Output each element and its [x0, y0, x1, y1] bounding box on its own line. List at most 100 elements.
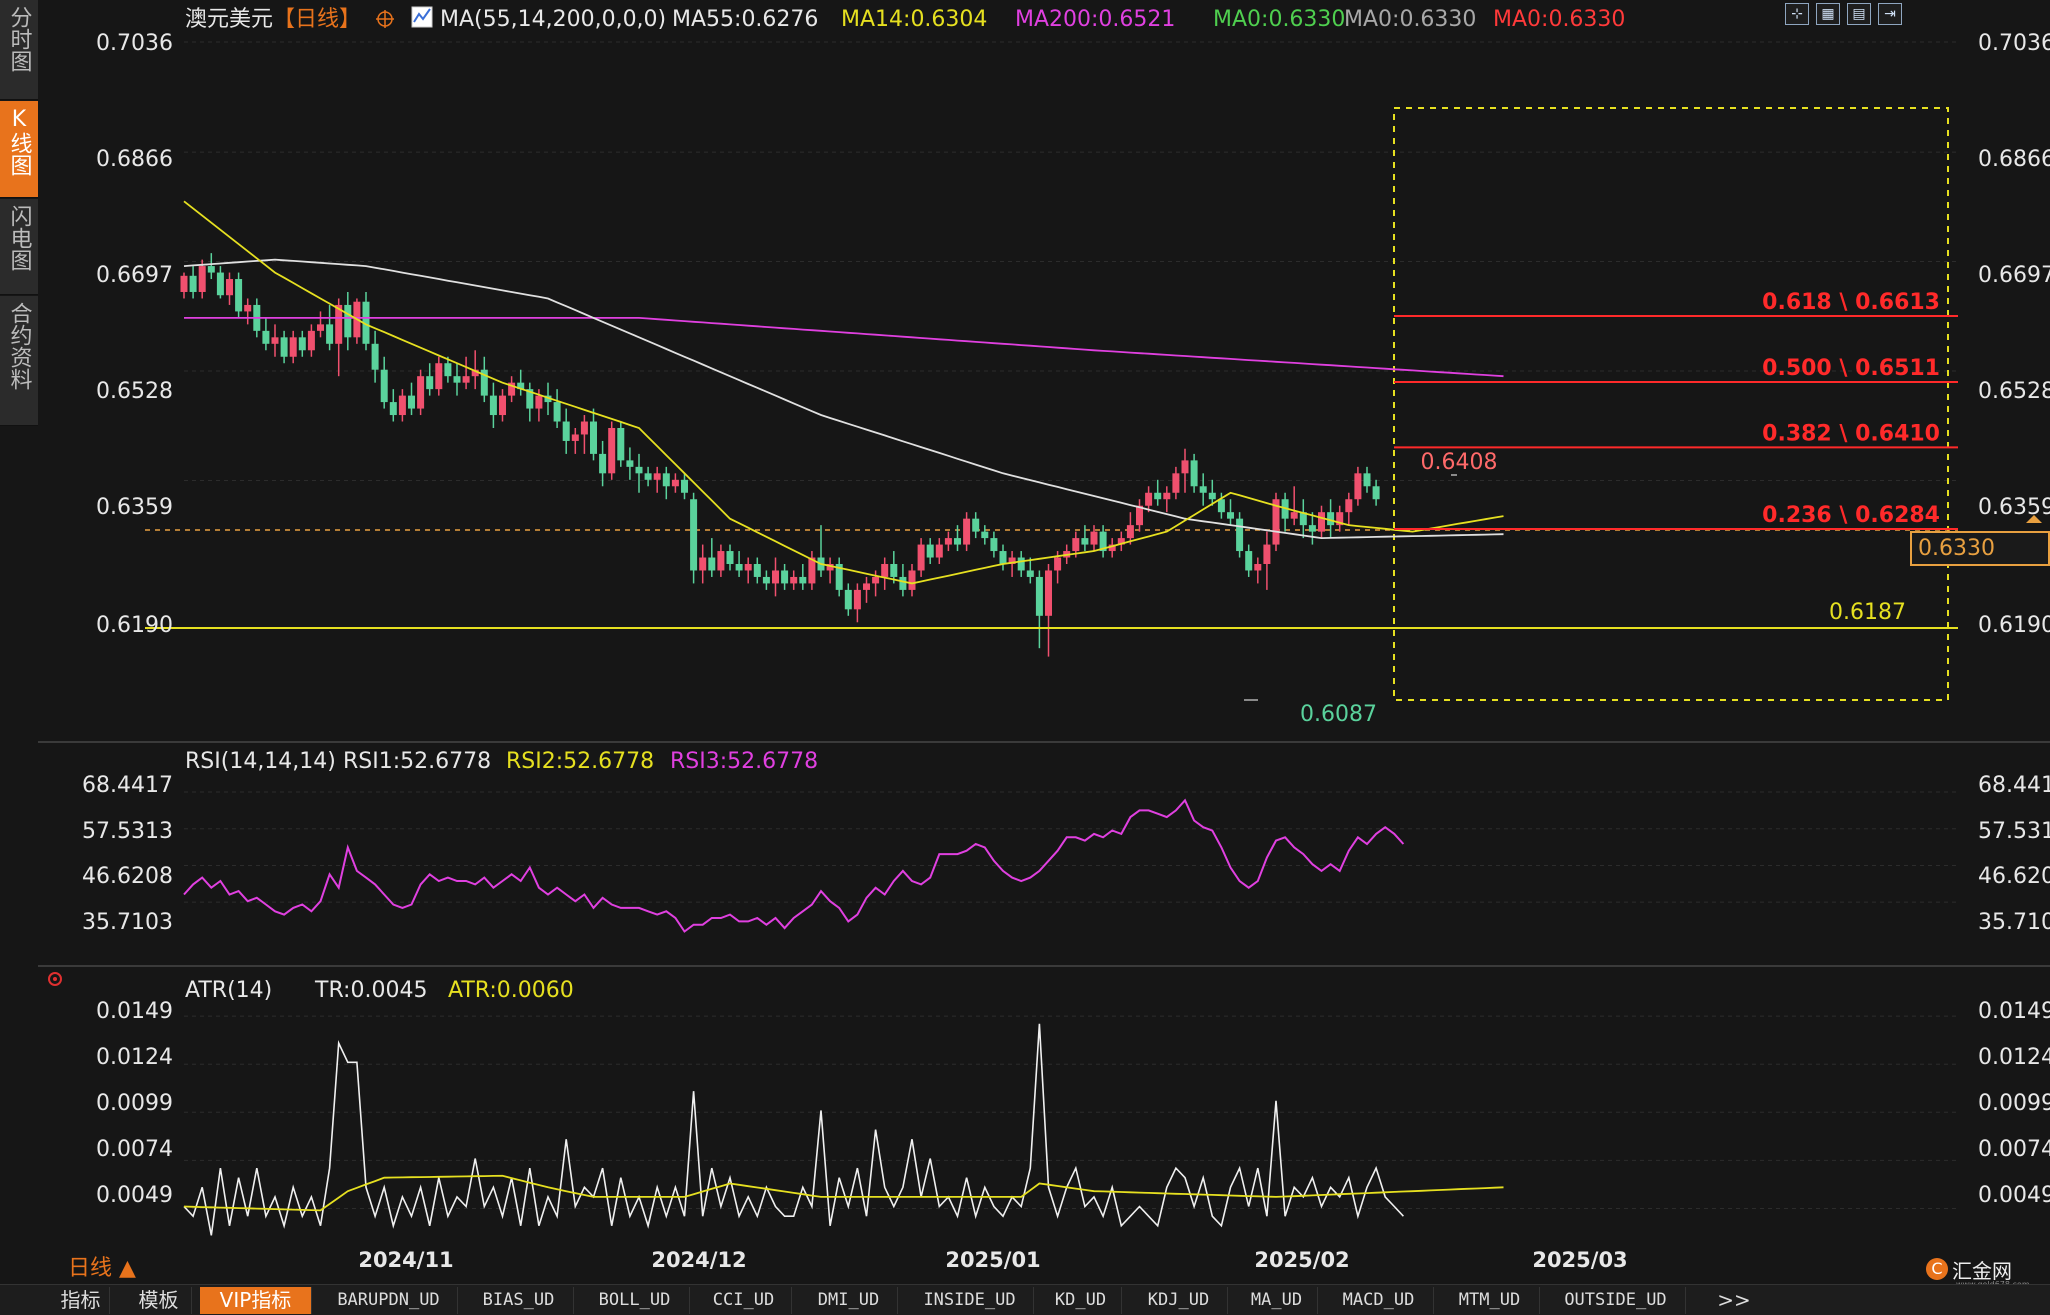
atr-value: ATR:0.0060 [448, 978, 574, 1003]
low-label: 0.6087 [1300, 702, 1377, 727]
ma0-value: MA0:0.6330 [1213, 7, 1345, 32]
candle-body [207, 266, 215, 273]
tab-outside[interactable]: OUTSIDE_UD [1546, 1287, 1686, 1314]
candle-body [1026, 570, 1034, 577]
period-label[interactable]: 【日线】 [273, 7, 361, 32]
candle-body [408, 395, 415, 409]
ma200-value: MA200:0.6521 [1015, 7, 1175, 32]
candle [1145, 486, 1153, 513]
tab-dmi[interactable]: DMI_UD [800, 1287, 898, 1314]
candle [908, 563, 916, 597]
arrow-tool-icon[interactable]: ⇥ [1878, 3, 1902, 25]
candle [1117, 531, 1125, 552]
grid-tool-icon[interactable]: ▦ [1816, 3, 1840, 25]
more-tabs-button[interactable]: >> [1717, 1288, 1751, 1312]
period-toggle[interactable]: 日线 ▲ [68, 1256, 136, 1281]
chart-canvas[interactable]: 0.618 \ 0.6613 0.500 \ 0.6511 0.382 \ 0.64… [38, 0, 2050, 1284]
candle-body [280, 337, 288, 357]
candle-body [1363, 473, 1371, 487]
ma55-value: MA55:0.6276 [672, 7, 818, 32]
candle-body [453, 376, 461, 383]
sidebar-item-contract-info[interactable]: 合约资料 [0, 296, 38, 426]
candle-body [762, 576, 770, 584]
candle [608, 421, 616, 480]
tab-bias[interactable]: BIAS_UD [464, 1287, 574, 1314]
candle [344, 291, 352, 351]
tab-macd[interactable]: MACD_UD [1324, 1287, 1434, 1314]
tab-mtm[interactable]: MTM_UD [1440, 1287, 1540, 1314]
candle [1099, 525, 1107, 558]
candle [617, 421, 625, 467]
candle-body [380, 369, 388, 403]
candle [881, 557, 889, 590]
sidebar-item-time-share[interactable]: 分时图 [0, 0, 38, 100]
candle-body [271, 337, 279, 344]
candle [262, 317, 270, 351]
candle [808, 551, 816, 590]
tab-indicators[interactable]: 指标 [52, 1287, 110, 1314]
candle-body [881, 563, 889, 577]
candle-body [580, 421, 588, 435]
candle [1254, 557, 1262, 584]
candle-body [917, 544, 925, 571]
tab-kdj[interactable]: KDJ_UD [1130, 1287, 1228, 1314]
candle [1363, 466, 1371, 493]
tab-inside[interactable]: INSIDE_UD [906, 1287, 1034, 1314]
candle-body [398, 395, 406, 416]
indicator-chart-icon[interactable] [411, 6, 433, 28]
candle [926, 538, 934, 564]
candle [1045, 563, 1052, 657]
candle [1199, 473, 1207, 506]
candle-body [990, 538, 998, 552]
candle [326, 304, 334, 351]
candle [944, 531, 952, 552]
candle [963, 512, 971, 552]
tab-barupdn[interactable]: BARUPDN_UD [320, 1287, 458, 1314]
tab-cci[interactable]: CCI_UD [696, 1287, 792, 1314]
candle [690, 492, 698, 584]
tab-ma[interactable]: MA_UD [1236, 1287, 1318, 1314]
candle-body [508, 382, 516, 396]
time-tick: 2025/02 [1254, 1248, 1349, 1272]
time-tick: 2024/12 [651, 1248, 746, 1272]
candle [298, 330, 306, 357]
candle-body [899, 576, 907, 590]
tab-boll[interactable]: BOLL_UD [580, 1287, 690, 1314]
ma14-value: MA14:0.6304 [841, 7, 987, 32]
rsi-path [183, 798, 1405, 933]
target-icon[interactable] [48, 972, 62, 986]
candle [799, 563, 807, 590]
tab-kd[interactable]: KD_UD [1040, 1287, 1122, 1314]
candle-body [1290, 512, 1298, 519]
candle-body [644, 473, 652, 480]
rsi-grid [184, 791, 1958, 903]
candle-body [344, 304, 352, 338]
crosshair-icon[interactable] [376, 10, 394, 28]
sidebar-item-lightning[interactable]: 闪电图 [0, 199, 38, 295]
candle-body [1263, 544, 1271, 564]
chart-tool-icon[interactable]: ▤ [1847, 3, 1871, 25]
candle-body [435, 363, 443, 390]
candle [408, 382, 415, 416]
candle-body [626, 460, 634, 467]
candle-body [981, 531, 989, 539]
candle-body [781, 570, 789, 584]
candle-body [317, 324, 324, 331]
candle [1017, 551, 1025, 577]
candle-body [599, 453, 607, 474]
candle [453, 363, 461, 396]
candle [189, 266, 197, 299]
crosshair-tool-icon[interactable]: ⊹ [1785, 3, 1809, 25]
candle [1345, 492, 1353, 526]
sidebar-item-kline[interactable]: K线图 [0, 101, 38, 198]
candle-body [189, 275, 197, 292]
high-label: 0.6408 [1421, 450, 1498, 475]
candle [444, 356, 452, 383]
price-tick: 0.6866 [96, 147, 173, 172]
candle-body [326, 324, 334, 344]
atr-tick: 0.0099 [1978, 1091, 2050, 1116]
tab-vip-indicators[interactable]: VIP指标 [200, 1287, 312, 1314]
fib-range-box [1393, 107, 1949, 701]
candle [954, 525, 961, 552]
tab-templates[interactable]: 模板 [126, 1287, 192, 1314]
